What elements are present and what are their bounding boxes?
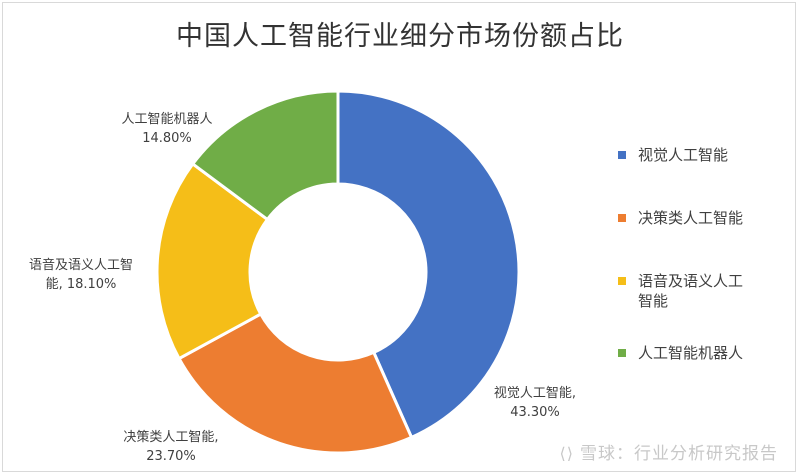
legend-swatch-robot — [618, 349, 626, 357]
data-label-vision-value: 43.30% — [510, 405, 560, 420]
legend-swatch-decision — [618, 214, 626, 222]
data-label-vision-name: 视觉人工智能, — [493, 386, 577, 401]
legend-swatch-speech — [618, 277, 626, 285]
data-label-speech: 语音及语义人工智 能, 18.10% — [6, 256, 156, 294]
slice-vision — [336, 89, 521, 440]
data-label-decision-value: 23.70% — [146, 449, 196, 464]
watermark-text: 雪球：行业分析研究报告 — [580, 444, 778, 464]
legend-label-speech: 语音及语义人工 — [638, 272, 744, 290]
legend-item-robot: 人工智能机器人 — [618, 343, 788, 363]
slice-robot — [190, 89, 340, 222]
legend-label-robot: 人工智能机器人 — [638, 344, 744, 362]
slice-speech — [155, 161, 270, 361]
legend-label-vision: 视觉人工智能 — [638, 146, 729, 164]
data-label-speech-name: 语音及语义人工智 — [28, 258, 133, 273]
legend-item-vision: 视觉人工智能 — [618, 145, 788, 165]
data-label-decision-name: 决策类人工智能, — [123, 430, 219, 445]
snowball-logo-icon: ⟨⟩ — [559, 444, 574, 463]
legend-label-speech-cont: 智能 — [638, 292, 669, 310]
data-label-vision: 视觉人工智能, 43.30% — [470, 384, 600, 422]
data-label-robot-name: 人工智能机器人 — [121, 112, 213, 127]
legend-swatch-vision — [618, 151, 626, 159]
data-label-robot: 人工智能机器人 14.80% — [92, 110, 242, 148]
slice-decision — [176, 312, 414, 455]
legend: 视觉人工智能 决策类人工智能 语音及语义人工 智能 人工智能机器人 — [618, 145, 788, 363]
data-label-robot-value: 14.80% — [142, 131, 192, 146]
legend-item-decision: 决策类人工智能 — [618, 208, 788, 228]
chart-title: 中国人工智能行业细分市场份额占比 — [176, 21, 624, 52]
data-label-speech-value: 能, 18.10% — [45, 277, 117, 292]
legend-item-speech: 语音及语义人工 智能 — [618, 271, 788, 311]
legend-label-decision: 决策类人工智能 — [638, 209, 744, 227]
data-label-decision: 决策类人工智能, 23.70% — [96, 428, 246, 466]
watermark: ⟨⟩ 雪球：行业分析研究报告 — [560, 439, 778, 464]
